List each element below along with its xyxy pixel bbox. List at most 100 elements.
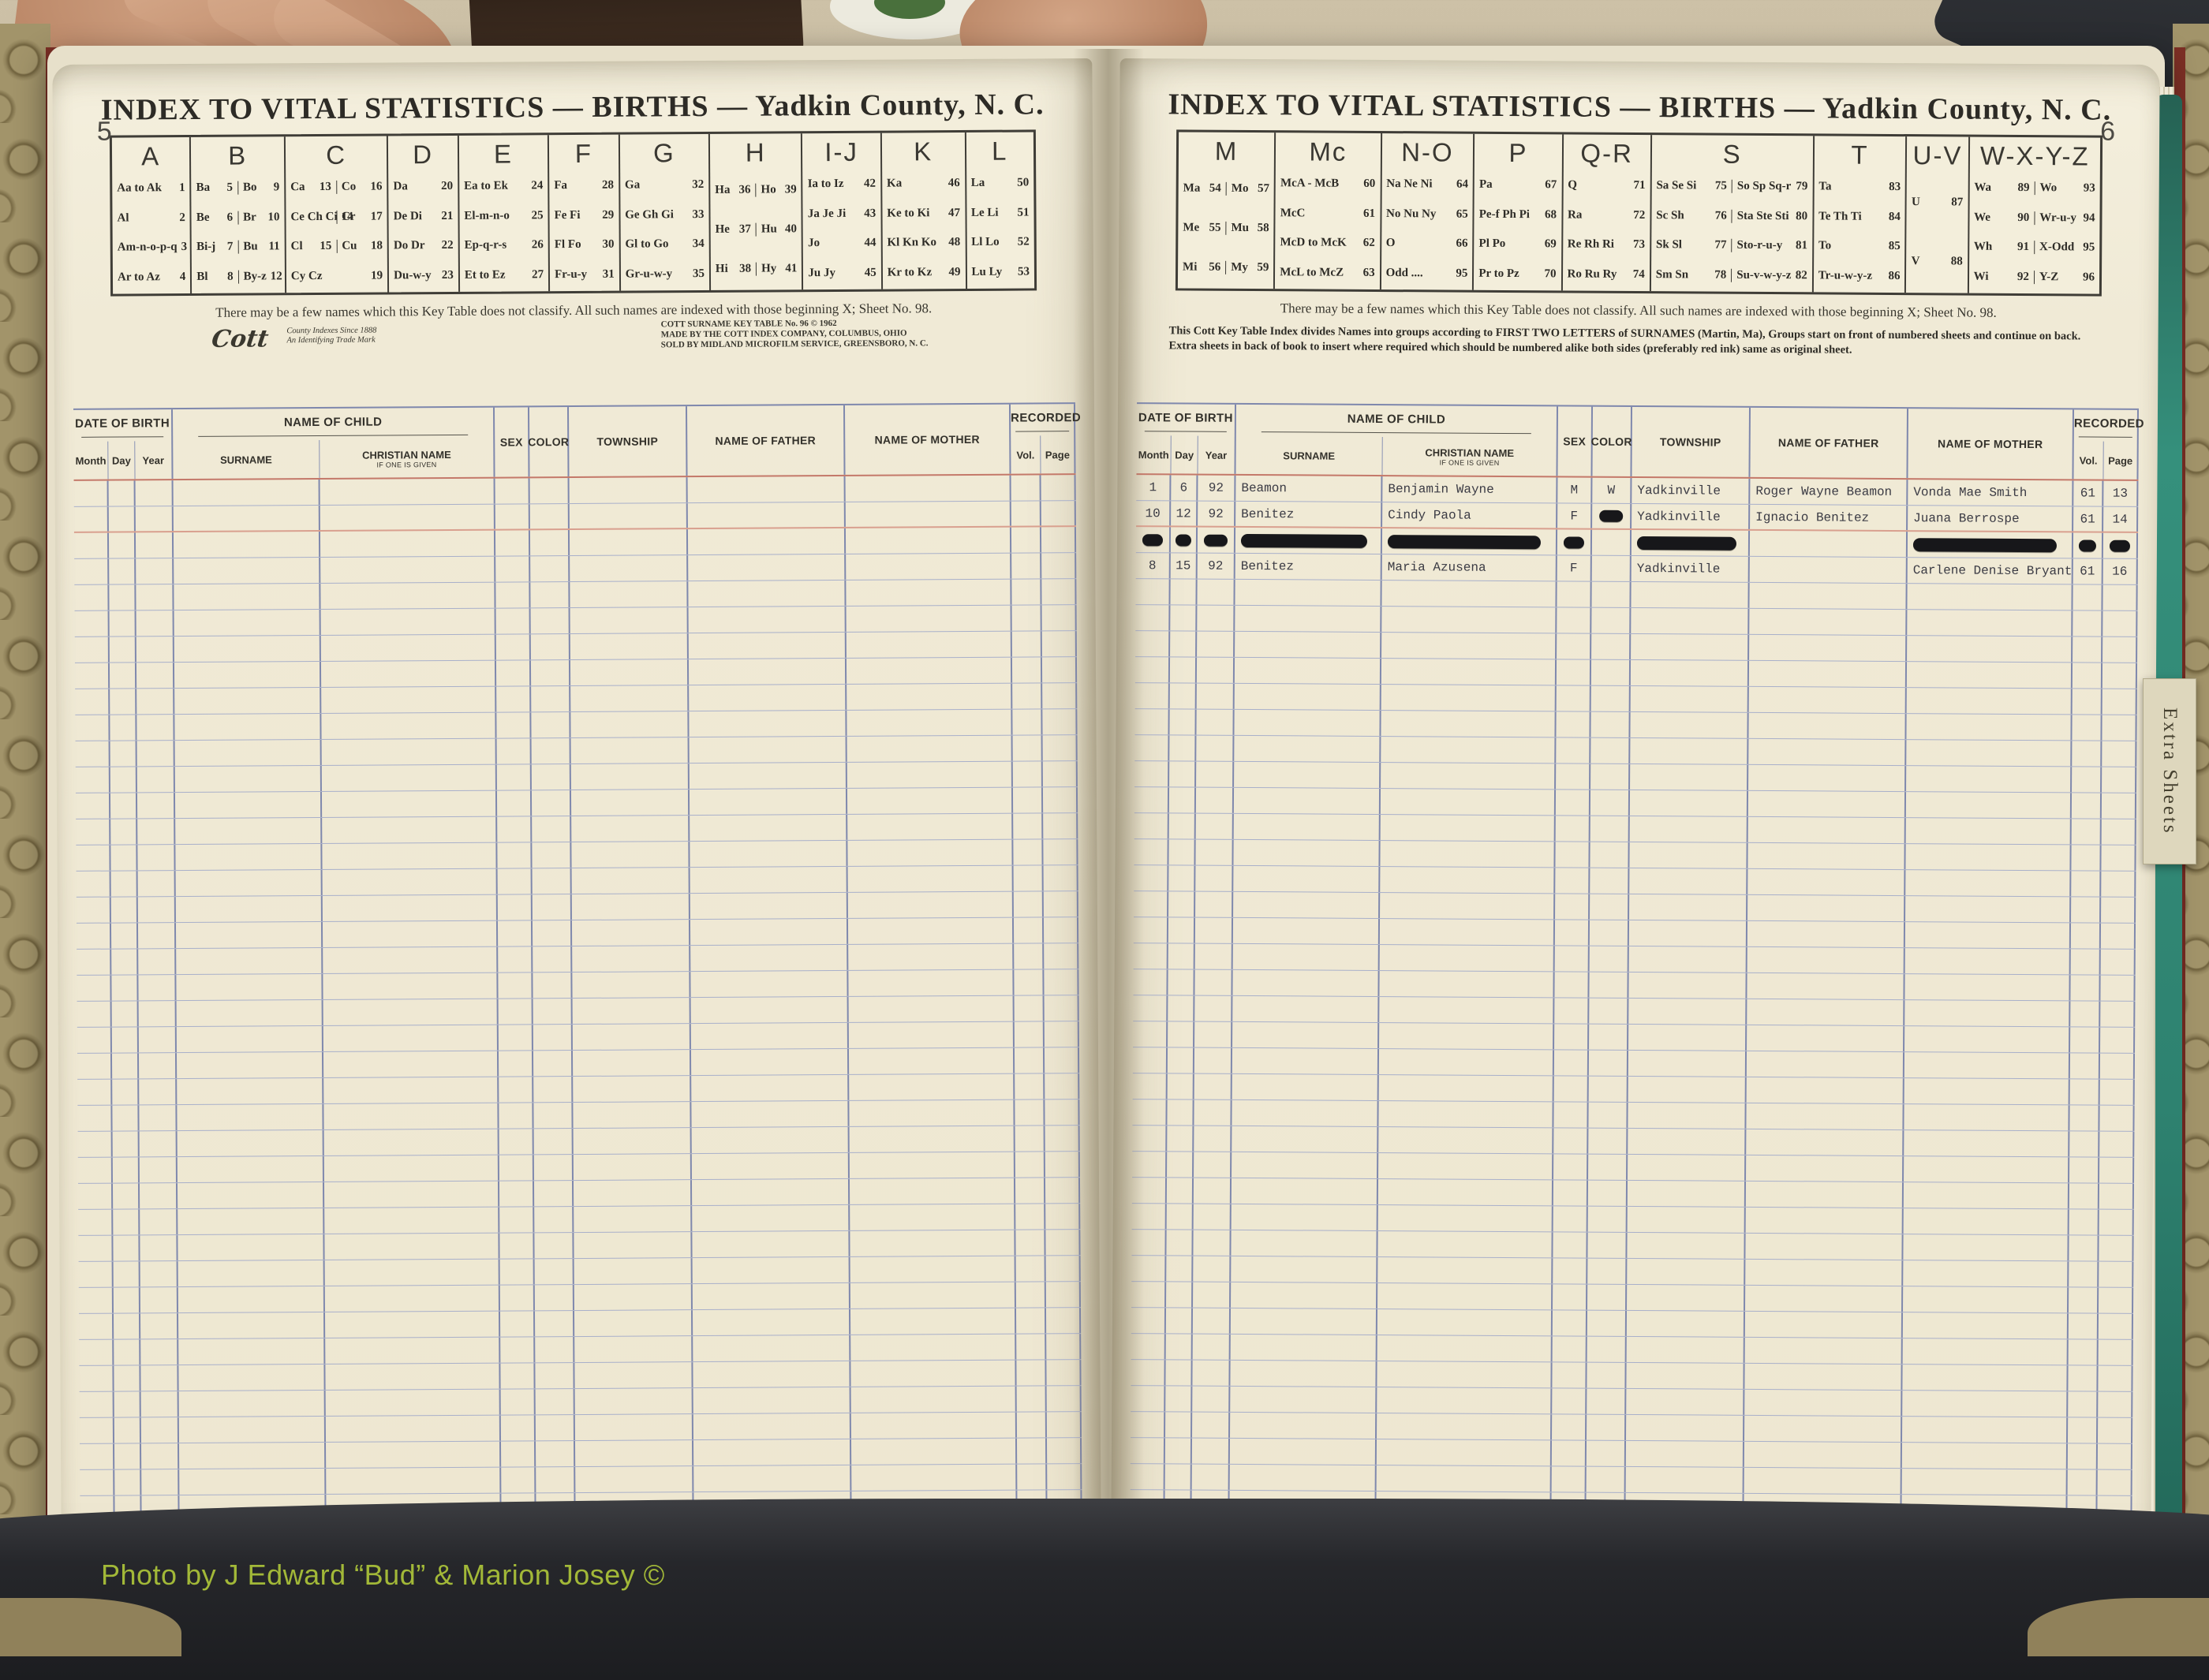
cell-surname: [175, 921, 323, 949]
cell-mother: [1901, 1443, 2068, 1469]
cell-township: [574, 1258, 693, 1285]
cell-vol: [1013, 891, 1044, 917]
cell-sex: [1557, 633, 1592, 659]
cell-month: [75, 767, 110, 793]
cell-father: [1748, 764, 1907, 792]
cell-sex: [1556, 763, 1591, 790]
cell-color: [535, 1389, 575, 1415]
redaction-bar: [1598, 510, 1624, 522]
cell-mother: [847, 761, 1013, 788]
page-title-left: INDEX TO VITAL STATISTICS — BIRTHS — Yad…: [100, 88, 1045, 127]
cell-mother: [1903, 1208, 2069, 1235]
cell-father: [1746, 1103, 1904, 1130]
cell-day: 15: [1170, 553, 1198, 579]
cell-page: [2102, 610, 2138, 637]
cell-surname: [177, 1155, 324, 1183]
cell-mother: [850, 1438, 1018, 1465]
cell-township: [574, 1206, 693, 1233]
cell-vol: [1011, 527, 1042, 553]
cell-christian: [323, 1129, 499, 1155]
cell-mother: [847, 813, 1014, 840]
cell-christian: [326, 1441, 502, 1468]
cell-father: [1744, 1467, 1902, 1495]
cell-surname: [173, 479, 320, 506]
cell-christian: [321, 764, 497, 791]
cell-vol: [1016, 1412, 1047, 1438]
cell-vol: [2072, 767, 2102, 793]
extra-sheets-tab[interactable]: Extra Sheets: [2143, 678, 2196, 864]
cell-township: [572, 1050, 692, 1077]
cell-page: [2102, 741, 2137, 767]
cell-father: [687, 502, 846, 528]
cell-surname: [177, 1182, 325, 1209]
key-entry: Cr 17: [336, 210, 387, 224]
cell-day: [110, 897, 138, 923]
cell-day: [1164, 1438, 1193, 1464]
cell-color: [1590, 816, 1630, 842]
key-entry: Ka 46: [886, 177, 960, 190]
key-entry: La 50: [970, 176, 1030, 190]
cell-mother: [845, 501, 1011, 527]
key-entry: By-z 12: [237, 269, 285, 284]
cell-township: [1627, 1180, 1747, 1207]
cell-day: [1168, 787, 1197, 813]
cell-color: [529, 478, 570, 504]
header-sex: SEX: [1557, 406, 1594, 476]
cell-month: [77, 1183, 114, 1209]
cell-township: [571, 842, 690, 868]
cell-month: [77, 1027, 112, 1053]
cell-sex: [497, 920, 533, 946]
cell-christian: [323, 973, 499, 999]
cell-day: [1169, 683, 1197, 709]
key-letter: N-O: [1401, 137, 1454, 167]
cell-year: [140, 1235, 178, 1261]
cell-year: [137, 923, 177, 949]
cell-mother: [850, 1334, 1017, 1361]
cell-year: [140, 1339, 179, 1365]
cell-day: [114, 1365, 141, 1391]
key-letter: Q-R: [1580, 138, 1633, 168]
cott-script-logo: Cott: [210, 325, 271, 353]
cell-surname: [1235, 605, 1382, 633]
key-entry: Sta Ste Sti 80: [1731, 209, 1813, 224]
cell-christian: [1377, 1413, 1553, 1440]
key-entry: Ho 39: [755, 182, 802, 197]
cell-surname: [1233, 865, 1381, 893]
cell-month: [77, 1001, 112, 1027]
cell-year: [1196, 709, 1235, 735]
cell-color: [1591, 607, 1632, 633]
key-entry: Be 6: [196, 211, 234, 224]
cell-sex: [499, 1259, 535, 1285]
key-column-k: K Ka 46 Ke to Ki 47 Kl Kn Ko 48 Kr to Kz 49: [881, 132, 967, 289]
cell-township: [1626, 1414, 1745, 1441]
book-endpaper-left: [0, 24, 50, 1656]
cell-color: [530, 634, 570, 660]
cell-father: [691, 1126, 850, 1154]
key-entry: Gl to Go 34: [625, 237, 705, 251]
cell-township: [1627, 1258, 1746, 1285]
key-entry: Ep-q-r-s 26: [464, 238, 544, 252]
cell-father: [1749, 530, 1908, 558]
cell-year: [136, 793, 176, 819]
cell-township: [569, 529, 689, 556]
cell-surname: [1232, 995, 1380, 1023]
key-entry: Gr-u-w-y 35: [625, 267, 705, 281]
cell-vol: [2070, 1027, 2101, 1053]
cell-vol: [1011, 475, 1041, 501]
key-entry: Odd .... 95: [1385, 266, 1468, 280]
redaction-bar: [1563, 536, 1585, 549]
key-entry: McL to McZ 63: [1280, 265, 1375, 279]
cell-father: [689, 736, 847, 763]
cell-color: [533, 1181, 574, 1207]
cell-christian: [324, 1207, 500, 1234]
key-letter: C: [326, 140, 347, 170]
cell-christian: [1377, 1231, 1553, 1258]
cell-color: [1586, 1440, 1627, 1466]
key-letter: E: [493, 139, 514, 169]
key-entry: Wh 91: [1973, 240, 2030, 254]
cell-surname: [1230, 1334, 1377, 1361]
cell-surname: [179, 1468, 327, 1495]
cell-year: 92: [1198, 501, 1236, 526]
cell-christian: [321, 686, 497, 713]
cell-father: [692, 1204, 850, 1232]
